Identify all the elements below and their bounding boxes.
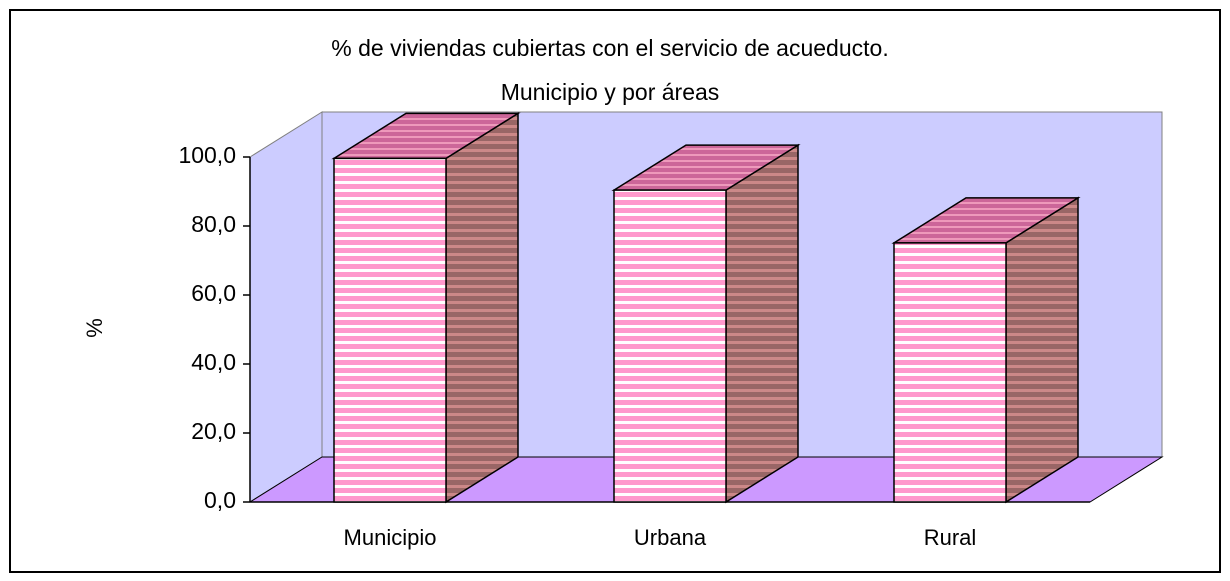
bar bbox=[613, 189, 727, 503]
bar-side bbox=[725, 143, 799, 504]
bar-side bbox=[445, 112, 519, 504]
y-tick-label: 60,0 bbox=[191, 280, 236, 306]
y-tick-label: 0,0 bbox=[204, 487, 236, 513]
bar bbox=[333, 157, 447, 503]
y-tick-label: 40,0 bbox=[191, 349, 236, 375]
x-tick-label: Rural bbox=[924, 525, 977, 550]
x-tick-label: Municipio bbox=[344, 525, 437, 550]
y-tick-label: 80,0 bbox=[191, 211, 236, 237]
y-tick-label: 100,0 bbox=[178, 142, 236, 168]
y-tick-label: 20,0 bbox=[191, 418, 236, 444]
bar-side bbox=[1005, 196, 1079, 504]
bar bbox=[893, 242, 1007, 503]
side-wall bbox=[249, 111, 323, 503]
x-tick-label: Urbana bbox=[634, 525, 707, 550]
chart-title: % de viviendas cubiertas con el servicio… bbox=[331, 35, 888, 61]
y-axis-label: % bbox=[82, 318, 107, 338]
chart-title: Municipio y por áreas bbox=[501, 79, 720, 105]
